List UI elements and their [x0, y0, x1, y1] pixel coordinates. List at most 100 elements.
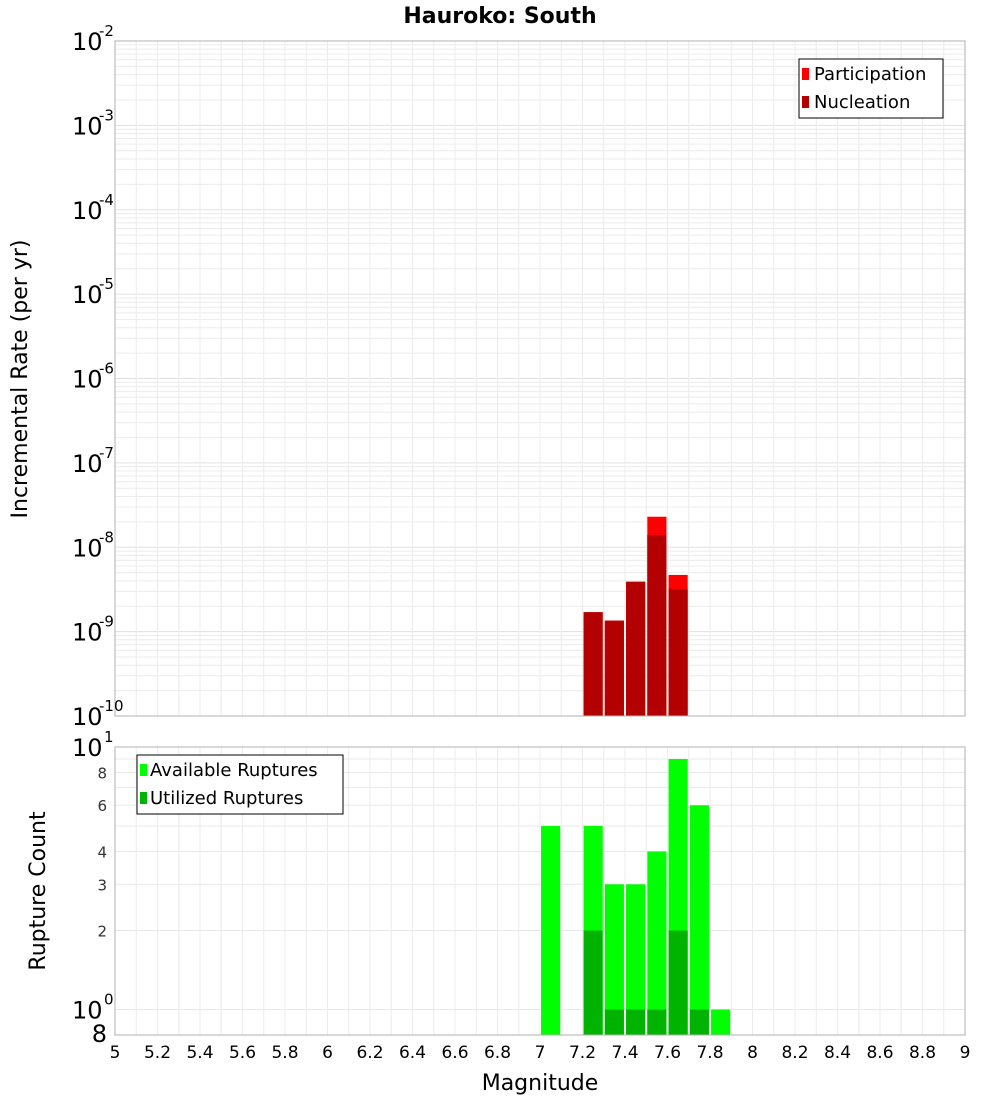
x-ticks: 5 5.2 5.4 5.6 5.8 6 6.2 6.4 6.6 6.8 7 7.2 7.4 7.6 7.8 8… [110, 1043, 971, 1063]
rate-y-tick: 10-10 [72, 697, 124, 731]
x-tick-label: 7.2 [569, 1043, 596, 1063]
x-tick-label: 8.8 [909, 1043, 936, 1063]
count-y-tick: 8 [92, 1020, 107, 1048]
available-bar [711, 1009, 731, 1035]
count-y-tick: 4 [97, 843, 107, 861]
x-axis-label: Magnitude [482, 1071, 599, 1096]
count-y-tick: 3 [97, 876, 107, 894]
tick-exponent: -7 [99, 444, 114, 462]
tick-exponent: -2 [99, 22, 114, 40]
legend-label: Utilized Ruptures [150, 788, 303, 809]
tick-label: 10 [72, 112, 103, 140]
utilized-bar [626, 1009, 646, 1035]
legend-swatch [802, 96, 809, 108]
available-bar [647, 851, 667, 1035]
utilized-bar [689, 1009, 709, 1035]
rate-y-tick: 10-8 [72, 528, 114, 562]
tick-label: 10 [72, 197, 103, 225]
x-tick-label: 6.8 [484, 1043, 511, 1063]
count-y-tick: 6 [97, 797, 107, 815]
tick-exponent: 0 [104, 991, 114, 1009]
x-tick-label: 7.6 [654, 1043, 681, 1063]
nucleation-bar [668, 589, 688, 716]
tick-label: 10 [72, 534, 103, 562]
rate-y-axis-label: Incremental Rate (per yr) [8, 240, 33, 519]
x-tick-label: 6.6 [441, 1043, 468, 1063]
available-bar [604, 884, 624, 1035]
legend-box [798, 58, 944, 119]
x-tick-label: 8.2 [781, 1043, 808, 1063]
tick-exponent: -10 [99, 697, 124, 715]
available-bar [689, 805, 709, 1035]
legend-label: Participation [814, 64, 926, 85]
utilized-bar [604, 1009, 624, 1035]
legend-label: Available Ruptures [150, 760, 318, 781]
tick-label: 10 [72, 450, 103, 478]
x-tick-label: 8 [747, 1043, 758, 1063]
x-tick-label: 5 [110, 1043, 121, 1063]
nucleation-bar [604, 620, 624, 716]
x-tick-label: 8.4 [824, 1043, 851, 1063]
tick-label: 10 [72, 366, 103, 394]
utilized-bar [647, 1009, 667, 1035]
count-y-tick: 8 [97, 764, 107, 782]
legend-box [136, 754, 344, 815]
tick-exponent: -5 [99, 275, 114, 293]
rate-grid [114, 41, 966, 717]
tick-exponent: -8 [99, 528, 114, 546]
x-tick-label: 5.4 [186, 1043, 213, 1063]
legend-label: Nucleation [814, 92, 910, 113]
tick-label: 10 [72, 703, 103, 731]
x-tick-label: 5.6 [229, 1043, 256, 1063]
tick-exponent: -3 [99, 106, 114, 124]
legend-swatch [140, 792, 147, 804]
x-tick-label: 8.6 [866, 1043, 893, 1063]
count-y-tick: 10 0 [72, 991, 114, 1025]
x-tick-label: 6.2 [356, 1043, 383, 1063]
x-tick-label: 5.8 [271, 1043, 298, 1063]
x-tick-label: 7 [535, 1043, 546, 1063]
tick-exponent: 1 [104, 728, 114, 746]
count-y-tick: 2 [97, 923, 107, 941]
available-bar [626, 884, 646, 1035]
nucleation-bar [647, 534, 667, 716]
tick-label: 10 [72, 619, 103, 647]
tick-label: 10 [72, 28, 103, 56]
nucleation-bar [626, 581, 646, 716]
x-tick-label: 6.4 [399, 1043, 426, 1063]
rate-legend: Participation Nucleation [798, 58, 944, 119]
rate-y-tick: 10-3 [72, 106, 114, 140]
count-bars [541, 759, 731, 1035]
rate-y-tick: 10-6 [72, 360, 114, 394]
nucleation-bar [583, 612, 603, 716]
count-y-axis-label: Rupture Count [26, 811, 51, 971]
count-y-tick: 10 1 [72, 728, 114, 762]
rate-bars [583, 516, 688, 716]
tick-exponent: -6 [99, 360, 114, 378]
available-bar [541, 826, 561, 1035]
tick-exponent: -9 [99, 613, 114, 631]
chart-title: Hauroko: South [403, 4, 596, 29]
legend-swatch [802, 68, 809, 80]
rate-y-tick: 10-5 [72, 275, 114, 309]
legend-swatch [140, 764, 147, 776]
x-tick-label: 6 [322, 1043, 333, 1063]
tick-label: 10 [72, 734, 103, 762]
rate-y-tick: 10-4 [72, 191, 114, 225]
tick-exponent: -4 [99, 191, 114, 209]
x-tick-label: 9 [960, 1043, 971, 1063]
x-tick-label: 7.8 [696, 1043, 723, 1063]
rate-y-tick: 10-7 [72, 444, 114, 478]
x-tick-label: 7.4 [611, 1043, 638, 1063]
tick-label: 10 [72, 281, 103, 309]
tick-label: 10 [72, 997, 103, 1025]
x-tick-label: 5.2 [144, 1043, 171, 1063]
utilized-bar [583, 930, 603, 1035]
rate-y-tick: 10-9 [72, 613, 114, 647]
count-legend: Available Ruptures Utilized Ruptures [136, 754, 344, 815]
